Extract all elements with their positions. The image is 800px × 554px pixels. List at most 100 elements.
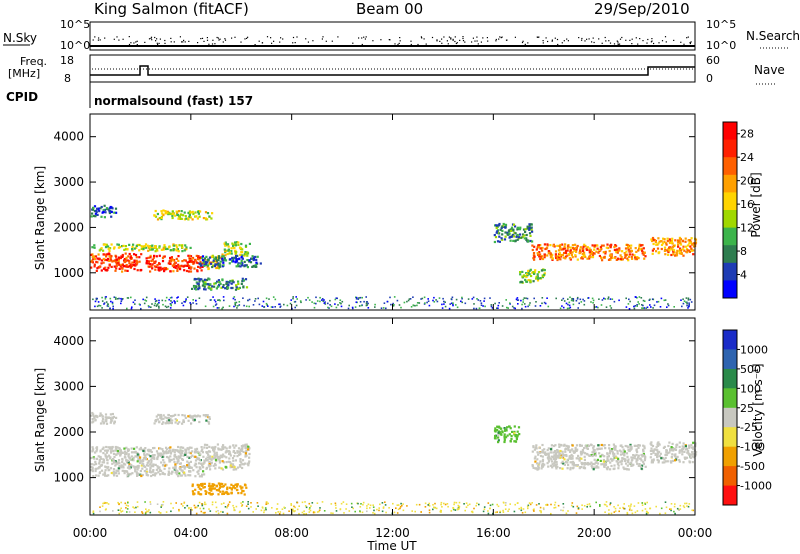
- heatmap-cell: [560, 509, 562, 511]
- heatmap-cell: [191, 218, 194, 221]
- heatmap-cell: [427, 298, 429, 300]
- heatmap-cell: [634, 296, 637, 298]
- heatmap-cell: [208, 215, 211, 218]
- heatmap-cell: [560, 254, 563, 257]
- heatmap-cell: [547, 460, 550, 463]
- heatmap-cell: [378, 507, 380, 509]
- heatmap-cell: [532, 257, 535, 260]
- heatmap-cell: [663, 299, 666, 302]
- heatmap-cell: [525, 237, 528, 240]
- heatmap-cell: [580, 461, 583, 464]
- heatmap-cell: [286, 304, 289, 307]
- heatmap-cell: [200, 510, 203, 513]
- heatmap-cell: [154, 246, 157, 249]
- heatmap-cell: [112, 459, 115, 462]
- heatmap-cell: [199, 453, 202, 456]
- heatmap-cell: [679, 252, 682, 255]
- heatmap-cell: [685, 502, 688, 505]
- heatmap-cell: [97, 301, 100, 303]
- heatmap-cell: [688, 453, 692, 456]
- heatmap-cell: [123, 450, 126, 453]
- heatmap-cell: [581, 257, 584, 260]
- heatmap-cell: [221, 456, 224, 459]
- heatmap-cell: [222, 261, 225, 264]
- heatmap-cell: [115, 474, 119, 477]
- heatmap-cell: [169, 260, 173, 263]
- heatmap-cell: [681, 453, 684, 456]
- heatmap-cell: [212, 457, 215, 460]
- heatmap-cell: [187, 254, 190, 257]
- heatmap-cell: [604, 461, 607, 464]
- heatmap-cell: [562, 462, 565, 465]
- heatmap-cell: [214, 282, 217, 285]
- heatmap-cell: [685, 248, 689, 251]
- heatmap-cell: [365, 302, 368, 305]
- heatmap-cell: [195, 254, 198, 257]
- heatmap-cell: [566, 467, 569, 470]
- heatmap-cell: [200, 446, 203, 449]
- heatmap-cell: [165, 306, 168, 309]
- heatmap-cell: [555, 256, 558, 260]
- heatmap-cell: [684, 502, 686, 505]
- nsky-dot: [150, 36, 153, 38]
- heatmap-cell: [598, 254, 601, 258]
- heatmap-cell: [558, 254, 561, 257]
- heatmap-cell: [186, 264, 189, 267]
- heatmap-cell: [227, 280, 230, 284]
- heatmap-cell: [640, 459, 643, 462]
- heatmap-cell: [602, 458, 605, 462]
- heatmap-cell: [524, 230, 527, 233]
- heatmap-cell: [497, 425, 501, 428]
- heatmap-cell: [147, 450, 150, 453]
- heatmap-cell: [294, 506, 296, 509]
- heatmap-cell: [600, 447, 603, 450]
- heatmap-cell: [537, 253, 540, 256]
- heatmap-cell: [107, 305, 110, 308]
- heatmap-cell: [514, 440, 517, 443]
- heatmap-cell: [196, 415, 199, 418]
- heatmap-cell: [640, 467, 643, 470]
- heatmap-cell: [186, 296, 189, 298]
- heatmap-cell: [537, 465, 540, 468]
- heatmap-cell: [598, 248, 601, 251]
- heatmap-cell: [623, 457, 626, 460]
- heatmap-cell: [95, 450, 98, 453]
- heatmap-cell: [592, 299, 595, 302]
- heatmap-cell: [193, 451, 197, 454]
- heatmap-cell: [562, 456, 565, 459]
- heatmap-cell: [92, 510, 95, 512]
- heatmap-cell: [104, 266, 107, 269]
- heatmap-cell: [603, 444, 606, 447]
- heatmap-cell: [581, 247, 584, 250]
- heatmap-cell: [532, 252, 536, 255]
- heatmap-cell: [476, 502, 478, 505]
- heatmap-cell: [689, 239, 692, 242]
- heatmap-cell: [503, 433, 506, 436]
- heatmap-cell: [636, 456, 640, 459]
- heatmap-cell: [600, 443, 603, 447]
- heatmap-cell: [175, 244, 178, 247]
- heatmap-cell: [592, 468, 595, 471]
- heatmap-cell: [194, 259, 197, 262]
- heatmap-cell: [670, 503, 673, 505]
- nsky-dot: [637, 43, 639, 45]
- heatmap-cell: [220, 448, 223, 451]
- heatmap-cell: [137, 458, 140, 461]
- heatmap-cell: [494, 511, 497, 514]
- heatmap-cell: [535, 301, 537, 303]
- heatmap-cell: [522, 301, 524, 303]
- heatmap-cell: [250, 502, 252, 504]
- heatmap-cell: [554, 501, 557, 504]
- heatmap-cell: [357, 298, 360, 300]
- heatmap-cell: [176, 268, 179, 271]
- heatmap-cell: [144, 501, 146, 503]
- heatmap-cell: [329, 304, 331, 306]
- nsky-dot: [219, 38, 221, 40]
- heatmap-cell: [385, 511, 387, 514]
- heatmap-cell: [564, 450, 567, 453]
- nsky-dot: [605, 40, 607, 42]
- heatmap-cell: [483, 508, 486, 510]
- heatmap-cell: [319, 296, 321, 299]
- heatmap-cell: [533, 245, 536, 248]
- heatmap-cell: [635, 448, 638, 451]
